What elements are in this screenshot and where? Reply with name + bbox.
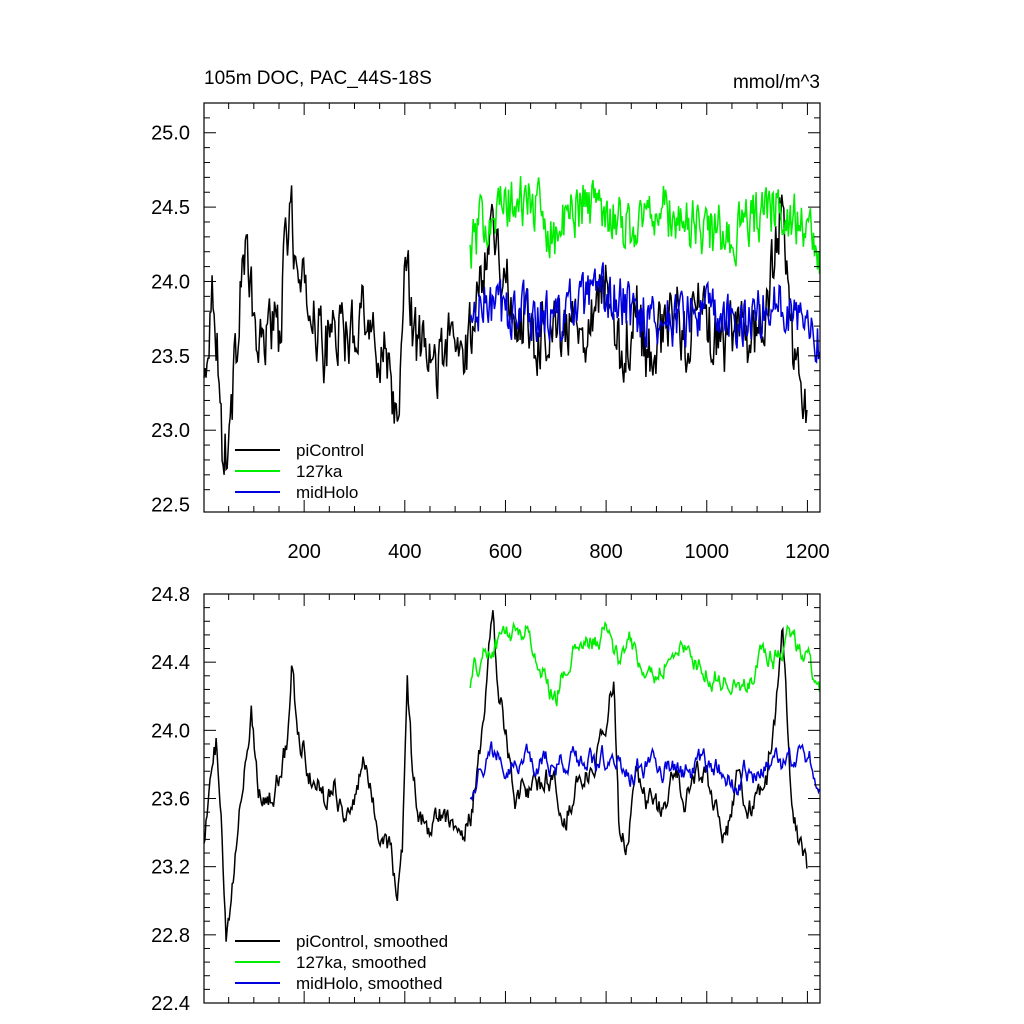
- top-xtick-label: 200: [287, 541, 320, 563]
- top-ytick-label: 24.5: [151, 197, 190, 219]
- bottom-axes: 22.4 22.8 23.2 23.6 24.0 24.4 24.8: [151, 584, 821, 1015]
- top-units-label: mmol/m^3: [733, 72, 820, 93]
- bottom-ytick-label: 23.2: [151, 857, 190, 879]
- top-title: 105m DOC, PAC_44S-18S: [204, 68, 432, 89]
- top-ytick-label: 24.0: [151, 271, 190, 293]
- top-ytick-label: 22.5: [151, 495, 190, 517]
- top-legend-label-127ka: 127ka: [296, 462, 343, 481]
- top-series-group: [203, 176, 821, 475]
- bottom-ytick-label: 22.8: [151, 925, 190, 947]
- bottom-series-127ka-smoothed: [469, 620, 821, 707]
- bottom-ytick-label: 24.0: [151, 720, 190, 742]
- bottom-series-group: [203, 610, 821, 942]
- top-legend: piControl 127ka midHolo: [235, 441, 364, 502]
- top-ytick-label: 23.5: [151, 346, 190, 368]
- top-xtick-label: 800: [589, 541, 622, 563]
- top-xtick-label: 400: [388, 541, 421, 563]
- top-series-picontrol: [203, 185, 808, 475]
- bottom-ytick-label: 22.4: [151, 993, 190, 1015]
- top-ytick-label: 25.0: [151, 123, 190, 145]
- top-xtick-label: 600: [489, 541, 522, 563]
- bottom-legend-label-127ka: 127ka, smoothed: [296, 953, 426, 972]
- top-axes: 22.5 23.0 23.5 24.0 24.5 25.0 200 400 600 800 1000…: [151, 102, 830, 563]
- top-legend-label-picontrol: piControl: [296, 441, 364, 460]
- top-xtick-label: 1200: [785, 541, 830, 563]
- bottom-panel: 22.4 22.8 23.2 23.6 24.0 24.4 24.8 piControl, …: [151, 584, 821, 1015]
- top-xtick-label: 1000: [685, 541, 730, 563]
- top-panel: 105m DOC, PAC_44S-18S mmol/m^3 22.523.02…: [151, 68, 830, 563]
- bottom-legend-label-picontrol: piControl, smoothed: [296, 932, 448, 951]
- top-ytick-label: 23.0: [151, 420, 190, 442]
- bottom-ytick-label: 24.8: [151, 584, 190, 606]
- bottom-legend: piControl, smoothed 127ka, smoothed midH…: [235, 932, 448, 993]
- bottom-ytick-label: 24.4: [151, 652, 190, 674]
- top-legend-label-midholo: midHolo: [296, 483, 358, 502]
- top-plot-frame: [203, 102, 821, 513]
- bottom-series-picontrol-smoothed: [203, 610, 808, 942]
- top-series-midholo: [469, 262, 821, 364]
- bottom-ytick-label: 23.6: [151, 789, 190, 811]
- top-series-127ka: [469, 176, 821, 274]
- bottom-series-midholo-smoothed: [469, 741, 821, 802]
- bottom-legend-label-midholo: midHolo, smoothed: [296, 974, 442, 993]
